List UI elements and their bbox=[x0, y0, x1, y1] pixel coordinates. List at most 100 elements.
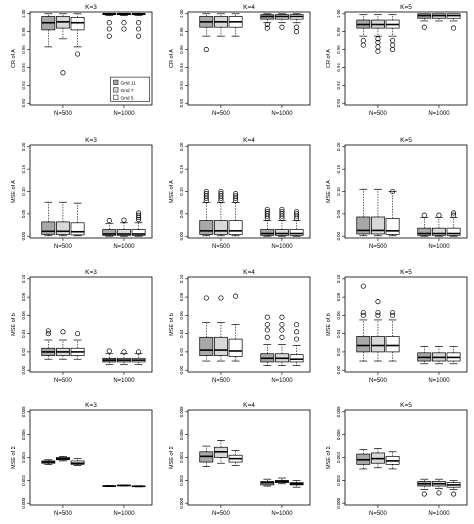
box-N=1000-Grid 5 bbox=[289, 209, 304, 237]
box-N=1000-Grid 5 bbox=[131, 12, 146, 39]
x-tick-label: N=500 bbox=[369, 111, 388, 117]
box-N=500-Grid 7 bbox=[214, 295, 228, 362]
outlier-point bbox=[294, 209, 300, 215]
outlier-point bbox=[121, 217, 127, 223]
y-axis-label: MSE of b bbox=[326, 313, 332, 336]
outlier-point bbox=[294, 29, 300, 35]
outlier-point bbox=[279, 334, 285, 340]
y-tick-label: 0.05 bbox=[336, 209, 341, 218]
panel: K=3 0.000 0.002 0.004 0.006 0.008 MSE of Σ N=50… bbox=[11, 402, 153, 517]
y-tick-label: 0.98 bbox=[21, 27, 26, 36]
box-N=1000-Grid 7 bbox=[275, 477, 289, 485]
y-axis-label: MSE of Σ bbox=[326, 445, 332, 469]
plot-frame bbox=[344, 11, 468, 106]
box-body bbox=[371, 336, 385, 353]
y-tick-label: 0.10 bbox=[336, 274, 341, 283]
box-N=1000-Grid 5 bbox=[446, 346, 461, 365]
x-tick-label: N=500 bbox=[369, 511, 388, 517]
y-tick-label: 0.15 bbox=[21, 164, 26, 173]
x-tick-label: N=1000 bbox=[113, 378, 135, 384]
legend-entry: Grid 7 bbox=[121, 88, 134, 94]
x-tick-label: N=1000 bbox=[271, 111, 293, 117]
outlier-point bbox=[375, 312, 381, 318]
outlier-point bbox=[264, 21, 270, 28]
y-tick-label: 1.00 bbox=[21, 9, 26, 18]
panel: K=4 0.00 0.05 0.10 0.15 0.20 MSE of A N=500 N=10… bbox=[169, 137, 311, 250]
y-tick-label: 0.008 bbox=[336, 406, 341, 417]
x-tick-label: N=500 bbox=[212, 378, 231, 384]
box-body bbox=[131, 229, 146, 236]
outlier-point bbox=[390, 47, 396, 53]
outlier-point bbox=[279, 314, 285, 320]
box-N=1000-Grid 11 bbox=[260, 206, 275, 237]
y-tick-label: 0.04 bbox=[21, 329, 26, 338]
y-tick-label: 0.04 bbox=[336, 329, 341, 338]
x-tick-label: N=500 bbox=[369, 244, 388, 250]
y-axis-label: MSE of b bbox=[169, 313, 175, 336]
y-tick-label: 0.96 bbox=[336, 45, 341, 54]
y-tick-label: 0.004 bbox=[21, 452, 26, 463]
panel-title: K=5 bbox=[400, 269, 412, 276]
box-N=1000-Grid 7 bbox=[117, 217, 131, 237]
box-N=500-Grid 5 bbox=[228, 450, 243, 466]
outlier-point bbox=[390, 42, 396, 48]
panel: K=5 0.00 0.05 0.10 0.15 0.20 MSE of A N=500 N=10… bbox=[326, 137, 468, 250]
outlier-point bbox=[264, 209, 270, 215]
outlier-point bbox=[375, 36, 381, 42]
box-N=500-Grid 11 bbox=[356, 188, 371, 237]
outlier-point bbox=[264, 334, 270, 340]
outlier-point bbox=[106, 20, 112, 26]
x-tick-label: N=500 bbox=[54, 111, 73, 117]
box-N=1000-Grid 11 bbox=[260, 478, 275, 487]
x-tick-label: N=500 bbox=[369, 378, 388, 384]
x-tick-label: N=1000 bbox=[271, 244, 293, 250]
box-N=500-Grid 7 bbox=[371, 14, 385, 54]
box-N=1000-Grid 7 bbox=[117, 349, 131, 366]
outlier-point bbox=[390, 38, 396, 44]
y-tick-label: 0.92 bbox=[179, 81, 184, 90]
y-tick-label: 0.10 bbox=[336, 187, 341, 196]
y-axis-label: CR of A bbox=[11, 49, 17, 68]
box-N=1000-Grid 11 bbox=[102, 218, 117, 237]
outlier-point bbox=[106, 348, 112, 354]
outlier-point bbox=[421, 491, 427, 497]
y-tick-label: 0.00 bbox=[336, 365, 341, 374]
box-N=1000-Grid 11 bbox=[417, 478, 432, 497]
y-tick-label: 0.10 bbox=[179, 274, 184, 283]
outlier-point bbox=[360, 42, 366, 48]
y-tick-label: 0.08 bbox=[21, 292, 26, 301]
y-tick-label: 0.98 bbox=[179, 27, 184, 36]
outlier-point bbox=[360, 38, 366, 44]
outlier-point bbox=[360, 283, 366, 289]
y-tick-label: 0.000 bbox=[21, 497, 26, 508]
x-tick-label: N=1000 bbox=[113, 511, 135, 517]
x-tick-label: N=1000 bbox=[428, 378, 450, 384]
outlier-point bbox=[264, 321, 270, 328]
x-tick-label: N=500 bbox=[212, 244, 231, 250]
outlier-point bbox=[106, 26, 112, 32]
y-tick-label: 0.94 bbox=[179, 63, 184, 72]
y-tick-label: 0.004 bbox=[336, 452, 341, 463]
box-body bbox=[289, 229, 304, 236]
panel: K=5 0.90 0.92 0.94 0.96 0.98 1.00 CR of A N=500 N… bbox=[326, 4, 468, 117]
outlier-point bbox=[45, 331, 51, 337]
outlier-point bbox=[390, 312, 396, 318]
y-tick-label: 0.002 bbox=[21, 474, 26, 485]
box-body bbox=[385, 336, 400, 353]
y-tick-label: 0.02 bbox=[179, 347, 184, 356]
box-N=500-Grid 7 bbox=[214, 440, 228, 464]
y-tick-label: 0.006 bbox=[21, 429, 26, 440]
outlier-point bbox=[451, 25, 457, 31]
box-N=1000-Grid 5 bbox=[131, 349, 146, 366]
y-tick-label: 0.94 bbox=[336, 63, 341, 72]
x-tick-label: N=500 bbox=[54, 244, 73, 250]
box-N=500-Grid 7 bbox=[214, 188, 228, 237]
box-body bbox=[228, 220, 243, 235]
box-N=500-Grid 5 bbox=[228, 191, 243, 237]
box-N=1000-Grid 7 bbox=[275, 314, 289, 366]
x-tick-label: N=1000 bbox=[113, 111, 135, 117]
y-tick-label: 0.90 bbox=[21, 98, 26, 107]
box-body bbox=[199, 220, 214, 235]
box-N=1000-Grid 5 bbox=[131, 485, 146, 488]
outlier-point bbox=[218, 188, 224, 195]
